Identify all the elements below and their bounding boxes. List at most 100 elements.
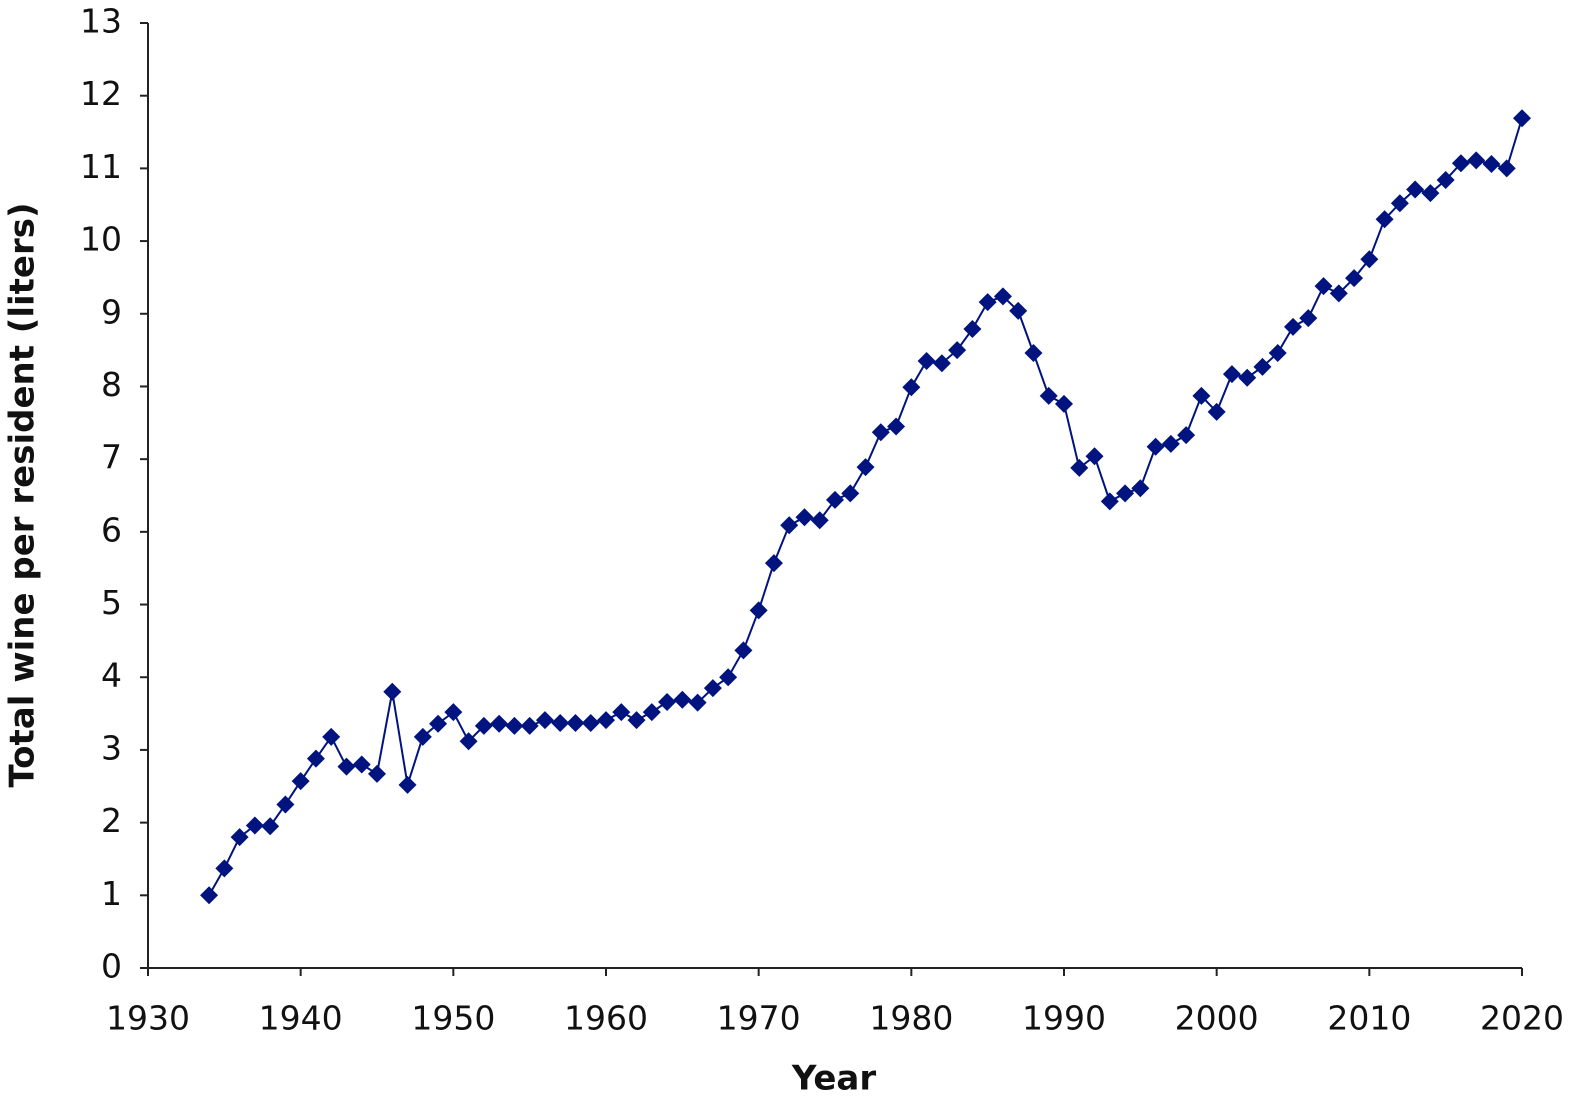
data-point — [1131, 479, 1150, 498]
data-point — [245, 816, 264, 835]
data-point — [261, 817, 280, 836]
data-point — [1253, 357, 1272, 376]
y-tick-label: 12 — [80, 74, 122, 113]
data-point — [978, 293, 997, 312]
data-point — [963, 320, 982, 339]
data-point — [719, 668, 738, 687]
data-point — [1360, 250, 1379, 269]
data-point — [1009, 301, 1028, 320]
data-point — [1345, 269, 1364, 288]
data-point — [1039, 386, 1058, 405]
data-point — [1284, 317, 1302, 336]
data-point — [780, 516, 799, 535]
x-tick-label: 1990 — [1022, 999, 1106, 1038]
x-tick-label: 2000 — [1175, 999, 1259, 1038]
data-point — [215, 859, 234, 878]
data-point — [352, 755, 371, 774]
x-tick-label: 2010 — [1327, 999, 1411, 1038]
data-point — [703, 679, 722, 698]
data-point — [1024, 344, 1043, 363]
data-point — [1482, 155, 1501, 174]
y-tick-label: 6 — [101, 510, 122, 549]
data-point — [597, 711, 615, 730]
data-point — [642, 703, 661, 722]
data-point — [1314, 277, 1333, 296]
x-tick-label: 1940 — [259, 999, 343, 1038]
data-point — [581, 714, 600, 733]
data-point — [1085, 447, 1104, 466]
y-tick-label: 9 — [101, 292, 122, 331]
data-point — [764, 554, 783, 573]
y-tick-label: 5 — [101, 583, 122, 622]
data-point — [1436, 171, 1455, 190]
data-point — [749, 601, 768, 620]
y-tick-label: 1 — [101, 874, 122, 913]
data-point — [459, 732, 478, 751]
data-point — [276, 795, 295, 814]
data-point — [795, 508, 814, 527]
data-point — [322, 727, 341, 746]
data-point — [1238, 368, 1257, 387]
data-point — [306, 749, 325, 768]
data-point — [1451, 154, 1470, 173]
x-tick-label: 1960 — [564, 999, 648, 1038]
y-tick-label: 10 — [80, 220, 122, 259]
x-tick-label: 1930 — [106, 999, 190, 1038]
data-point — [1513, 109, 1531, 128]
data-point — [505, 716, 524, 735]
data-point — [291, 772, 310, 791]
data-point — [1177, 426, 1196, 445]
y-tick-label: 3 — [101, 728, 122, 767]
data-point — [871, 423, 890, 442]
data-point — [520, 716, 539, 735]
data-point — [1467, 151, 1486, 170]
data-point — [1222, 365, 1241, 384]
data-point — [1390, 194, 1409, 213]
data-point — [1497, 159, 1516, 178]
x-axis-title: Year — [791, 1059, 877, 1099]
data-point — [841, 484, 860, 503]
data-point — [551, 714, 570, 733]
data-point — [337, 757, 356, 776]
data-point — [993, 287, 1012, 306]
data-point — [612, 703, 631, 722]
data-point — [429, 714, 448, 733]
data-point — [734, 641, 753, 660]
data-point — [810, 511, 829, 530]
data-point — [673, 690, 692, 709]
data-point — [932, 354, 951, 373]
y-tick-label: 8 — [101, 365, 122, 404]
data-point — [856, 458, 875, 477]
data-point — [1207, 402, 1226, 421]
data-point — [948, 341, 967, 360]
data-point — [368, 764, 386, 783]
data-point — [1421, 184, 1440, 203]
data-point — [658, 692, 677, 711]
data-point — [1146, 437, 1165, 456]
y-tick-label: 4 — [101, 656, 122, 695]
data-point — [1116, 484, 1135, 503]
y-axis-title: Total wine per resident (liters) — [3, 202, 43, 787]
y-tick-label: 11 — [80, 147, 122, 186]
data-point — [566, 714, 585, 733]
y-tick-label: 13 — [80, 2, 122, 41]
data-point — [383, 682, 402, 701]
data-point — [413, 727, 432, 746]
data-point — [688, 693, 707, 712]
data-point — [917, 352, 936, 371]
data-point — [444, 703, 463, 722]
data-point — [1299, 309, 1318, 328]
data-point — [535, 711, 554, 730]
data-point — [474, 716, 493, 735]
data-point — [826, 490, 844, 509]
data-point — [230, 828, 249, 847]
data-point — [1329, 284, 1348, 303]
data-point — [1268, 344, 1287, 363]
data-point — [627, 711, 646, 730]
data-point — [490, 714, 509, 733]
data-point — [1406, 180, 1425, 199]
y-tick-label: 2 — [101, 801, 122, 840]
x-tick-label: 1980 — [869, 999, 953, 1038]
data-point — [1100, 492, 1119, 511]
